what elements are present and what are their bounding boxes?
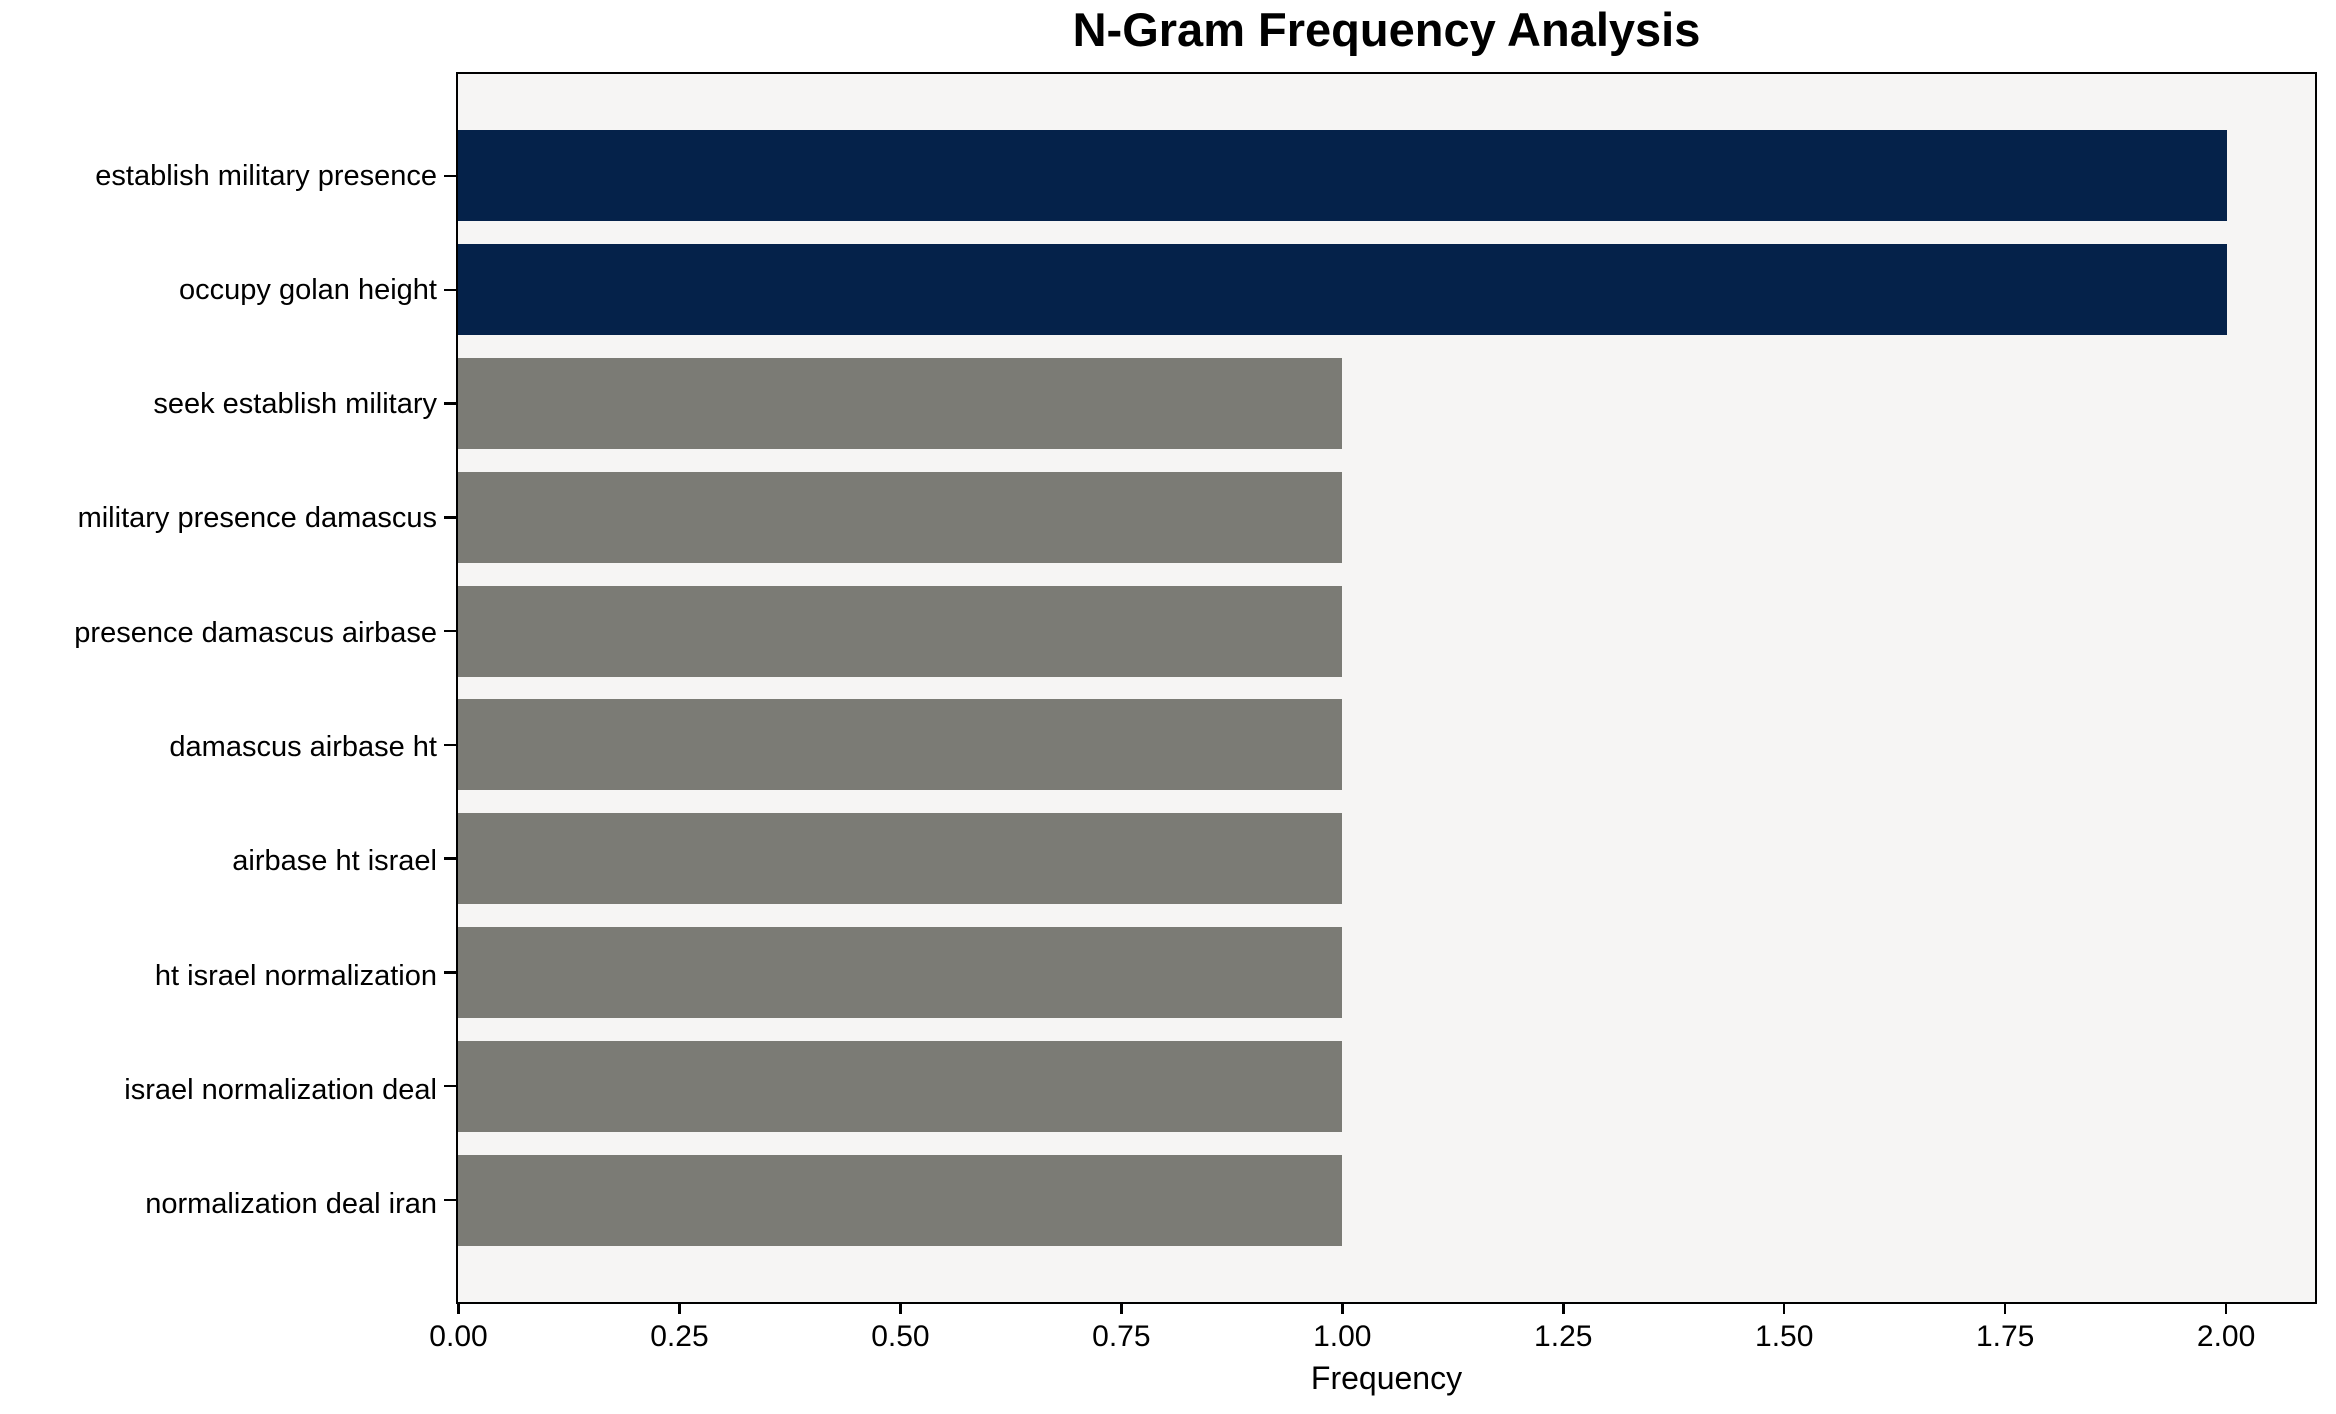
x-tick-label: 1.75: [1975, 1320, 2035, 1353]
bar-row: [458, 243, 2315, 335]
x-tick-label: 1.00: [1313, 1320, 1372, 1353]
y-axis-label: military presence damascus: [77, 502, 437, 535]
y-axis-label-row: military presence damascus: [0, 473, 437, 564]
y-axis-label: presence damascus airbase: [74, 616, 437, 649]
x-tick-mark: [1341, 1304, 1344, 1314]
y-axis-label-row: normalization deal iran: [0, 1159, 437, 1250]
bar: [458, 1154, 1343, 1246]
y-axis-label: ht israel normalization: [154, 959, 437, 992]
y-axis-label-row: establish military presence: [0, 131, 437, 222]
y-tick-mark: [444, 1084, 456, 1088]
y-axis-label: normalization deal iran: [145, 1188, 437, 1221]
bar-row: [458, 927, 2315, 1019]
x-axis: 0.00 0.25 0.50 0.75 1.00 1.25 1.50 1.75 2.00: [429, 1304, 2317, 1414]
x-tick-label: 0.75: [1092, 1320, 1151, 1353]
bar: [458, 585, 1343, 677]
y-tick-mark: [444, 288, 456, 292]
plot-area: [456, 72, 2317, 1304]
y-axis-label-row: presence damascus airbase: [0, 588, 437, 679]
bar-row: [458, 130, 2315, 221]
y-axis-label-row: occupy golan height: [0, 245, 437, 336]
x-tick-mark: [1782, 1304, 1786, 1314]
x-tick-label: 1.25: [1534, 1320, 1593, 1353]
y-tick-mark: [444, 629, 456, 633]
bar: [458, 471, 1343, 563]
y-axis-label-row: israel normalization deal: [0, 1045, 437, 1136]
bar-row: [458, 471, 2315, 563]
x-tick-mark: [1562, 1304, 1565, 1314]
y-tick-mark: [444, 174, 456, 178]
y-axis-label: seek establish military: [153, 388, 437, 421]
y-tick-mark: [444, 402, 456, 405]
x-tick-mark: [2003, 1304, 2007, 1314]
y-tick-mark: [444, 971, 456, 974]
y-axis-label-row: airbase ht israel: [0, 816, 437, 907]
x-tick-mark: [2224, 1304, 2228, 1314]
y-tick-mark: [444, 743, 456, 747]
x-tick-mark: [678, 1304, 681, 1314]
y-axis-label: occupy golan height: [179, 273, 437, 306]
x-tick-label: 0.00: [429, 1320, 488, 1353]
y-axis-label-row: seek establish military: [0, 359, 437, 450]
x-tick-label: 0.50: [871, 1320, 930, 1353]
x-axis-title: Frequency: [1310, 1360, 1463, 1396]
y-axis-tick-marks: [444, 72, 456, 1304]
y-tick-mark: [444, 857, 456, 860]
y-axis-label-row: ht israel normalization: [0, 931, 437, 1022]
bar: [458, 699, 1343, 791]
y-axis-labels: establish military presence occupy golan …: [0, 72, 437, 1304]
y-axis-label: establish military presence: [95, 159, 437, 192]
bar: [458, 357, 1343, 449]
chart-title: N-Gram Frequency Analysis: [1072, 3, 1701, 56]
bar-row: [458, 585, 2315, 677]
x-tick-label: 1.50: [1755, 1320, 1814, 1353]
y-tick-mark: [444, 1198, 456, 1202]
y-axis-label: damascus airbase ht: [169, 731, 437, 764]
x-tick-mark: [457, 1304, 460, 1314]
bar: [458, 130, 2227, 221]
y-axis-label: israel normalization deal: [124, 1074, 437, 1107]
bar-row: [458, 357, 2315, 449]
bar: [458, 1041, 1343, 1132]
y-tick-mark: [444, 516, 456, 519]
y-axis-label-row: damascus airbase ht: [0, 702, 437, 793]
y-axis-label: airbase ht israel: [232, 845, 437, 878]
x-tick-label: 0.25: [650, 1320, 709, 1353]
x-tick-label: 2.00: [2196, 1320, 2256, 1353]
bar: [458, 927, 1343, 1019]
bar-row: [458, 699, 2315, 791]
bar-row: [458, 1041, 2315, 1132]
bar-row: [458, 813, 2315, 905]
bar: [458, 243, 2227, 335]
x-tick-mark: [899, 1304, 902, 1314]
bar: [458, 813, 1343, 905]
bar-row: [458, 1154, 2315, 1246]
x-tick-mark: [1120, 1304, 1123, 1314]
